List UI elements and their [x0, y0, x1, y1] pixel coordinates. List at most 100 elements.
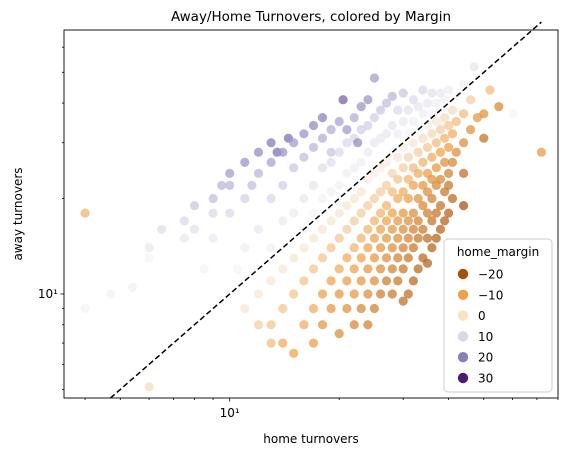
data-point: [422, 187, 433, 197]
data-point: [363, 264, 373, 274]
data-point: [349, 243, 359, 253]
data-point: [334, 264, 344, 274]
data-point: [157, 224, 167, 234]
data-point: [266, 193, 276, 204]
data-point: [393, 152, 403, 162]
data-point: [299, 152, 309, 162]
data-point: [308, 338, 319, 348]
data-point: [447, 105, 458, 115]
data-point: [326, 187, 336, 197]
data-point: [440, 157, 450, 167]
data-point: [278, 147, 288, 157]
data-point: [225, 180, 235, 190]
data-point: [369, 113, 379, 123]
data-point: [422, 258, 433, 268]
data-point: [356, 102, 366, 112]
data-point: [403, 129, 413, 139]
data-point: [408, 180, 418, 190]
data-point: [381, 157, 392, 167]
data-point: [485, 85, 495, 95]
data-point: [403, 152, 413, 162]
data-point: [440, 95, 450, 105]
data-point: [459, 201, 469, 211]
data-point: [266, 338, 276, 348]
data-point: [444, 142, 454, 152]
y-axis-label: away turnovers: [11, 167, 25, 260]
data-point: [363, 120, 373, 131]
x-tick-label: 10¹: [220, 406, 240, 420]
data-point: [387, 208, 397, 218]
data-point: [408, 138, 418, 148]
data-point: [381, 276, 392, 286]
data-point: [266, 276, 276, 286]
data-point: [408, 224, 418, 234]
data-point: [427, 193, 437, 204]
data-point: [356, 233, 366, 243]
data-point: [317, 224, 328, 234]
data-point: [413, 168, 423, 178]
data-point: [408, 116, 418, 127]
data-point: [278, 303, 288, 314]
data-point: [253, 168, 264, 178]
data-point: [403, 233, 413, 243]
data-point: [179, 233, 189, 243]
legend-title: home_margin: [457, 245, 539, 259]
legend-marker: [457, 372, 469, 384]
data-point: [326, 276, 336, 286]
data-point: [403, 289, 413, 299]
data-point: [299, 129, 309, 139]
data-point: [376, 208, 386, 218]
data-point: [317, 133, 328, 143]
data-point: [381, 233, 392, 243]
data-point: [435, 201, 446, 211]
data-point: [247, 180, 257, 190]
data-point: [80, 303, 90, 314]
points-layer: [80, 62, 547, 392]
data-point: [435, 174, 446, 184]
data-point: [342, 276, 352, 286]
data-point: [398, 88, 408, 98]
data-point: [356, 187, 366, 197]
data-point: [459, 79, 469, 89]
data-point: [494, 102, 504, 112]
data-point: [418, 109, 428, 119]
y-axis-ticks: 10¹: [38, 46, 64, 390]
data-point: [413, 193, 423, 204]
data-point: [408, 208, 418, 218]
data-point: [179, 216, 189, 226]
data-point: [369, 73, 379, 83]
data-point: [427, 216, 437, 226]
legend-label: 0: [478, 309, 486, 323]
data-point: [387, 187, 397, 197]
data-point: [349, 320, 359, 330]
data-point: [308, 303, 319, 314]
data-point: [349, 193, 359, 204]
data-point: [398, 264, 408, 274]
data-point: [393, 233, 403, 243]
data-point: [403, 253, 413, 263]
data-point: [459, 109, 469, 119]
data-point: [356, 125, 366, 135]
data-point: [363, 201, 373, 211]
data-point: [398, 208, 408, 218]
data-point: [308, 142, 319, 152]
data-point: [444, 85, 454, 95]
data-point: [418, 201, 428, 211]
data-point: [308, 120, 319, 131]
data-point: [451, 116, 461, 127]
data-point: [369, 168, 379, 178]
data-point: [326, 216, 336, 226]
data-point: [393, 174, 403, 184]
data-point: [469, 62, 479, 72]
data-point: [479, 109, 489, 119]
data-point: [363, 95, 373, 105]
legend-label: −20: [478, 268, 503, 282]
data-point: [536, 147, 547, 157]
data-point: [418, 180, 428, 190]
data-point: [435, 125, 446, 135]
data-point: [418, 224, 428, 234]
data-point: [440, 113, 450, 123]
legend-marker: [457, 352, 469, 363]
data-point: [387, 120, 397, 131]
